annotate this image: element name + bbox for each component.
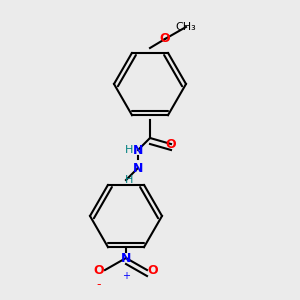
Text: N: N <box>133 143 143 157</box>
Text: O: O <box>148 263 158 277</box>
Text: O: O <box>166 137 176 151</box>
Text: H: H <box>125 145 133 155</box>
Text: O: O <box>94 263 104 277</box>
Text: N: N <box>121 251 131 265</box>
Text: N: N <box>133 161 143 175</box>
Text: H: H <box>125 175 133 185</box>
Text: -: - <box>97 278 101 292</box>
Text: O: O <box>160 32 170 46</box>
Text: +: + <box>122 271 130 281</box>
Text: CH₃: CH₃ <box>176 22 197 32</box>
